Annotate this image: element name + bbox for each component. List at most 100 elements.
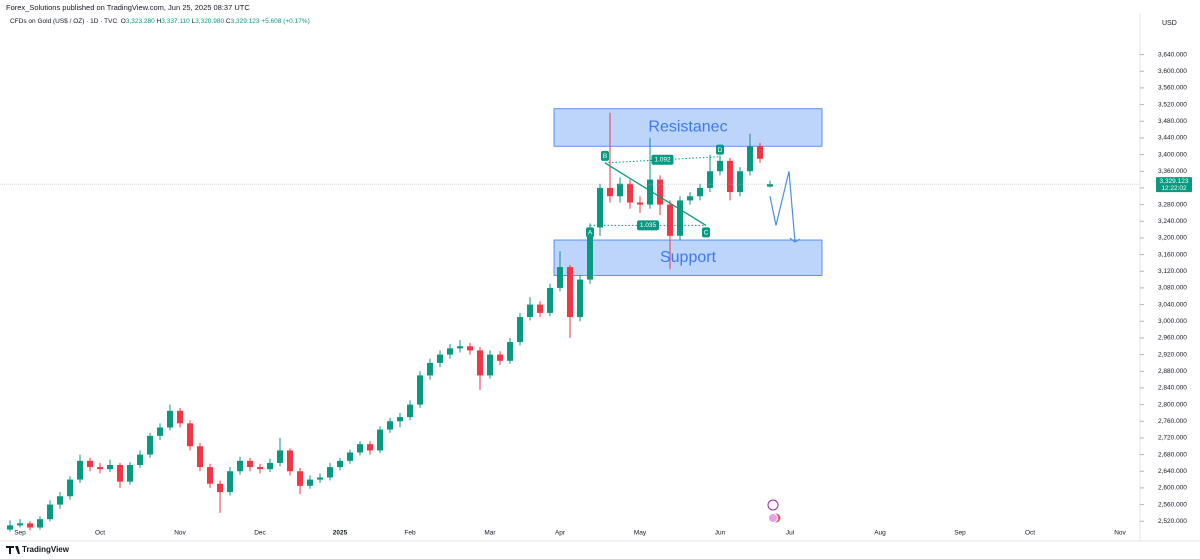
candle-body [217,483,223,493]
candle-body [57,496,63,505]
x-tick-label: Dec [254,530,266,537]
y-tick-label: 3,480.000 [1158,118,1187,125]
ratio-label: 1.035 [640,222,657,229]
y-tick-label: 3,000.000 [1158,318,1187,325]
candle-body [97,467,103,470]
candle-body [27,523,33,528]
candle-body [297,471,303,486]
candle-body [507,342,513,361]
candle-body [437,354,443,363]
candle-body [487,354,493,376]
countdown: 12:22:02 [1161,185,1187,192]
currency: USD [1162,20,1177,27]
zone-label: Support [660,249,717,266]
candle-body [17,523,23,526]
y-tick-label: 2,920.000 [1158,351,1187,358]
y-tick-label: 3,040.000 [1158,301,1187,308]
ratio-box [637,220,659,231]
x-tick-label: Oct [95,530,105,537]
candle-body [247,460,253,468]
candle-body [7,525,13,530]
x-tick-label: Jun [715,530,726,537]
candle-body [737,171,743,193]
candle-body [107,465,113,470]
candle-body [287,450,293,472]
candle-body [617,183,623,197]
candle-body [347,452,353,461]
pattern-point-box [586,227,594,238]
candle-body [327,467,333,478]
y-tick-label: 2,960.000 [1158,335,1187,342]
candle-body [757,146,763,159]
candle-body [627,183,633,203]
pattern-dotted [604,156,721,164]
candle-body [567,267,573,318]
candle-body [417,375,423,405]
event-icon[interactable] [768,513,778,523]
x-tick-label: 2025 [333,530,348,537]
candle-body [227,471,233,493]
y-tick-label: 2,600.000 [1158,485,1187,492]
candle-body [477,350,483,376]
zone-label: Resistanec [648,119,727,136]
ohlc-value: 3,320.980 [195,18,225,25]
y-tick-label: 2,640.000 [1158,468,1187,475]
ohlc-value: 3,329.123 [230,18,260,25]
y-tick-label: 3,600.000 [1158,68,1187,75]
y-tick-label: 2,880.000 [1158,368,1187,375]
y-tick-label: 2,800.000 [1158,401,1187,408]
event-icon[interactable] [767,499,779,511]
candle-body [207,467,213,484]
projection-arrowhead [789,237,801,243]
y-tick-label: 3,640.000 [1158,51,1187,58]
x-tick-label: Aug [874,530,886,537]
candle-body [457,346,463,349]
candle-body [367,444,373,451]
candle-body [157,427,163,436]
brand: TradingView [22,545,70,554]
zone [553,108,823,147]
candle-body [197,446,203,468]
candle-body [717,160,723,172]
candle-body [657,179,663,205]
candle-body [727,160,733,193]
candle-body [397,417,403,422]
candle-body [497,354,503,361]
ohlc-value: 3,323.280 [125,18,155,25]
ratio-label: 1.092 [654,157,671,164]
pattern-point-label: D [718,147,723,154]
candle-body [677,200,683,236]
x-tick-label: Apr [555,530,566,537]
candle-body [557,267,563,288]
y-tick-label: 3,440.000 [1158,135,1187,142]
ohlc-key: L [191,18,196,25]
candle-body [647,179,653,205]
pattern-point-box [716,144,724,155]
candle-body [387,421,393,430]
x-tick-label: Mar [484,530,496,537]
candle-body [37,519,43,528]
pattern-point-box [601,150,609,161]
x-tick-label: Jul [786,530,795,537]
candle-body [607,187,613,197]
y-tick-label: 3,240.000 [1158,218,1187,225]
candle-body [467,346,473,351]
x-tick-label: Sep [14,530,26,537]
last-price-box [1156,177,1192,193]
candle-body [577,279,583,318]
x-tick-label: Feb [404,530,416,537]
y-tick-label: 2,840.000 [1158,385,1187,392]
projection [769,171,796,243]
candle-body [87,460,93,468]
candle-body [77,460,83,480]
pattern-point-box [702,227,710,238]
candle-body [177,410,183,424]
y-tick-label: 3,360.000 [1158,168,1187,175]
y-tick-label: 2,520.000 [1158,518,1187,525]
pattern-line [604,162,707,226]
ratio-box [651,154,674,165]
zones: Resistanec Support [553,108,823,276]
candle-body [167,410,173,428]
y-tick-label: 3,120.000 [1158,268,1187,275]
